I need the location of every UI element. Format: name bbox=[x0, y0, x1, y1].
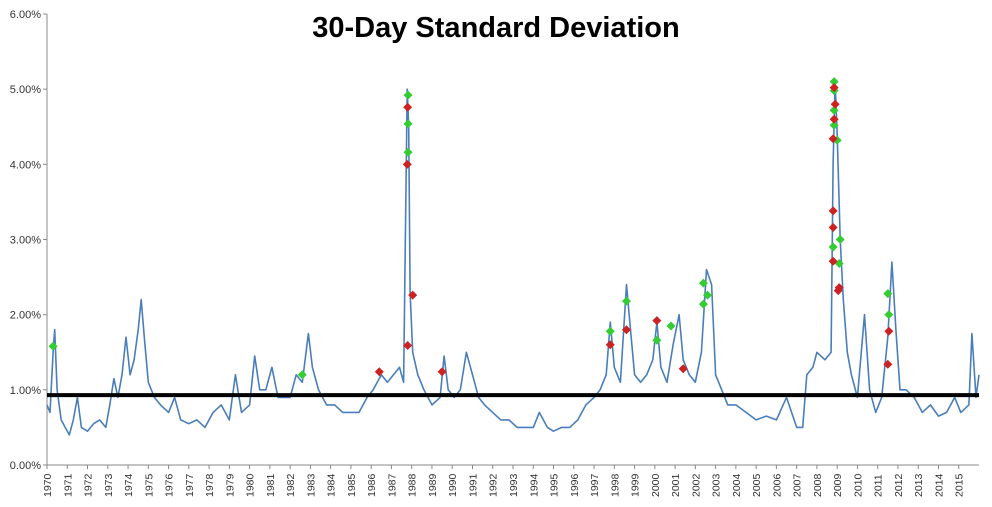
x-tick-label: 1989 bbox=[427, 473, 439, 497]
green-diamond-marker bbox=[698, 278, 708, 288]
green-diamond-marker bbox=[403, 90, 413, 100]
green-diamond-marker bbox=[883, 289, 893, 299]
red-diamond-marker bbox=[833, 286, 843, 296]
x-tick-labels: 1970 1971 1972 1973 1974 1975 1976 1977 1978 1979… bbox=[42, 465, 966, 497]
x-tick-label: 1995 bbox=[549, 473, 561, 497]
red-diamond-marker bbox=[883, 359, 893, 369]
y-tick-label: 5.00% bbox=[10, 84, 41, 96]
x-tick-label: 1994 bbox=[528, 473, 540, 497]
green-diamond-marker bbox=[703, 290, 713, 300]
x-tick-label: 2005 bbox=[751, 473, 763, 497]
x-tick-label: 1991 bbox=[467, 473, 479, 497]
x-tick-label: 1981 bbox=[265, 473, 277, 497]
green-diamond-marker bbox=[403, 147, 413, 157]
x-tick-label: 1984 bbox=[326, 473, 338, 497]
x-tick-label: 2010 bbox=[852, 473, 864, 497]
x-tick-label: 1976 bbox=[164, 473, 176, 497]
x-tick-label: 1980 bbox=[245, 473, 257, 497]
x-tick-label: 2009 bbox=[832, 473, 844, 497]
red-diamond-marker bbox=[374, 367, 384, 377]
x-tick-label: 1977 bbox=[184, 473, 196, 497]
x-tick-label: 1992 bbox=[488, 473, 500, 497]
x-tick-label: 1988 bbox=[407, 473, 419, 497]
red-diamond-marker bbox=[621, 325, 631, 335]
series-line bbox=[46, 80, 980, 436]
x-tick-label: 1972 bbox=[83, 473, 95, 497]
red-diamond-marker bbox=[605, 340, 615, 350]
chart-title: 30-Day Standard Deviation bbox=[312, 12, 680, 44]
x-tick-label: 1993 bbox=[508, 473, 520, 497]
green-diamond-marker bbox=[698, 299, 708, 309]
x-tick-label: 1998 bbox=[609, 473, 621, 497]
x-tick-label: 2004 bbox=[731, 473, 743, 497]
series-lines bbox=[46, 80, 980, 436]
green-diamond-marker bbox=[666, 321, 676, 331]
green-diamond-marker bbox=[835, 235, 845, 244]
x-tick-label: 2002 bbox=[690, 473, 702, 497]
green-diamond-marker bbox=[297, 370, 307, 380]
y-tick-label: 4.00% bbox=[10, 159, 41, 171]
x-tick-label: 1979 bbox=[224, 473, 236, 497]
red-diamond-marker bbox=[402, 159, 412, 169]
x-tick-label: 1978 bbox=[204, 473, 216, 497]
green-diamond-marker bbox=[403, 119, 413, 129]
y-tick-label: 0.00% bbox=[10, 460, 41, 472]
red-diamond-marker bbox=[403, 102, 413, 112]
green-diamond-marker bbox=[621, 296, 631, 306]
red-diamond-marker bbox=[828, 222, 838, 232]
x-tick-label: 1982 bbox=[285, 473, 297, 497]
x-tick-label: 2011 bbox=[873, 474, 885, 497]
x-tick-label: 1997 bbox=[589, 473, 601, 497]
red-diamond-marker bbox=[652, 316, 662, 326]
markers bbox=[48, 77, 894, 380]
x-tick-label: 2015 bbox=[954, 473, 966, 497]
red-diamond-marker bbox=[437, 367, 447, 377]
red-diamond-marker bbox=[403, 340, 413, 350]
green-diamond-marker bbox=[884, 310, 894, 320]
x-tick-label: 2013 bbox=[913, 473, 925, 497]
green-diamond-marker bbox=[652, 335, 662, 345]
x-tick-label: 1985 bbox=[346, 473, 358, 497]
y-tick-label: 3.00% bbox=[10, 235, 41, 247]
red-diamond-marker bbox=[408, 290, 418, 300]
x-tick-label: 1971 bbox=[62, 473, 74, 497]
y-tick-labels: 0.00% 1.00% 2.00% 3.00% 4.00% 5.00% 6.00% bbox=[10, 9, 47, 472]
x-tick-label: 1975 bbox=[143, 473, 155, 497]
y-tick-label: 1.00% bbox=[10, 385, 41, 397]
x-tick-label: 2001 bbox=[670, 473, 682, 497]
x-tick-label: 1986 bbox=[366, 473, 378, 497]
x-tick-label: 2007 bbox=[792, 473, 804, 497]
x-tick-label: 2012 bbox=[893, 473, 905, 497]
x-tick-label: 2000 bbox=[650, 473, 662, 497]
x-tick-label: 2006 bbox=[771, 473, 783, 497]
green-diamond-marker bbox=[828, 242, 838, 252]
x-tick-label: 1996 bbox=[569, 473, 581, 497]
x-tick-label: 1990 bbox=[447, 473, 459, 497]
y-tick-label: 2.00% bbox=[10, 310, 41, 322]
red-diamond-marker bbox=[830, 99, 840, 109]
red-diamond-marker bbox=[828, 256, 838, 266]
red-diamond-marker bbox=[678, 364, 688, 374]
green-diamond-marker bbox=[48, 341, 58, 351]
x-tick-label: 1983 bbox=[305, 473, 317, 497]
x-tick-label: 1970 bbox=[42, 473, 54, 497]
red-diamond-marker bbox=[828, 134, 838, 144]
green-diamond-marker bbox=[829, 120, 839, 130]
green-diamond-marker bbox=[605, 326, 615, 336]
red-diamond-marker bbox=[829, 114, 839, 124]
green-diamond-marker bbox=[829, 77, 839, 87]
x-tick-label: 1999 bbox=[630, 473, 642, 497]
x-tick-label: 1973 bbox=[103, 473, 115, 497]
x-tick-label: 1974 bbox=[123, 473, 135, 497]
y-tick-label: 6.00% bbox=[10, 9, 41, 21]
red-diamond-marker bbox=[884, 326, 894, 336]
green-diamond-marker bbox=[829, 105, 839, 115]
x-tick-label: 2014 bbox=[933, 473, 945, 497]
x-tick-label: 1987 bbox=[386, 473, 398, 497]
x-tick-label: 2003 bbox=[711, 473, 723, 497]
red-diamond-marker bbox=[828, 206, 838, 216]
red-diamond-marker bbox=[829, 83, 839, 93]
x-tick-label: 2008 bbox=[812, 473, 824, 497]
